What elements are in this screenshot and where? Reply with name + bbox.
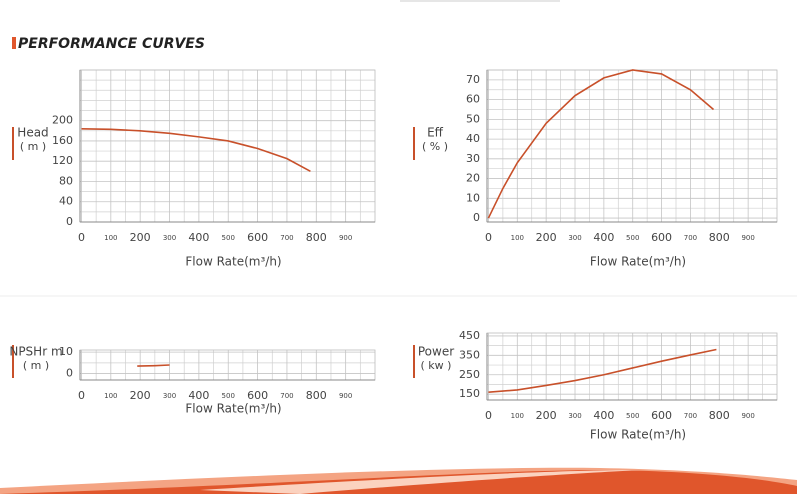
x-tick-label: 900 <box>339 234 352 242</box>
x-tick-label: 200 <box>130 389 151 402</box>
x-tick-label: 800 <box>709 231 730 244</box>
label-marker <box>413 345 415 378</box>
y-tick-label: 160 <box>52 134 73 147</box>
y-axis-label: Power <box>418 345 454 359</box>
x-tick-label: 600 <box>247 389 268 402</box>
x-tick-label: 100 <box>104 392 117 400</box>
x-tick-label: 300 <box>568 234 581 242</box>
y-tick-label: 50 <box>466 112 480 125</box>
x-tick-label: 400 <box>593 231 614 244</box>
section-title: PERFORMANCE CURVES <box>18 36 205 52</box>
x-tick-label: 200 <box>130 231 151 244</box>
x-tick-label: 500 <box>626 412 639 420</box>
x-tick-label: 500 <box>222 234 235 242</box>
y-tick-label: 10 <box>59 345 73 358</box>
x-axis-label: Flow Rate(m³/h) <box>590 255 686 269</box>
x-tick-label: 800 <box>306 231 327 244</box>
y-axis-label: ( % ) <box>422 140 448 153</box>
y-tick-label: 70 <box>466 73 480 86</box>
x-tick-label: 300 <box>568 412 581 420</box>
y-tick-label: 350 <box>459 348 480 361</box>
label-marker <box>12 127 14 160</box>
curve <box>137 364 170 367</box>
y-tick-label: 20 <box>466 172 480 185</box>
curve <box>488 348 717 394</box>
x-tick-label: 700 <box>280 234 293 242</box>
x-tick-label: 900 <box>339 392 352 400</box>
x-tick-label: 500 <box>222 392 235 400</box>
x-tick-label: 700 <box>684 412 697 420</box>
x-axis-label: Flow Rate(m³/h) <box>590 428 686 442</box>
y-axis-label: Head <box>17 126 48 140</box>
x-tick-label: 500 <box>626 234 639 242</box>
y-axis-label: ( m ) <box>23 359 49 372</box>
y-tick-label: 200 <box>52 114 73 127</box>
x-tick-label: 0 <box>485 409 492 422</box>
title-marker <box>12 37 16 49</box>
x-tick-label: 900 <box>741 412 754 420</box>
curve <box>487 69 715 219</box>
curve <box>81 127 311 173</box>
y-tick-label: 120 <box>52 154 73 167</box>
y-axis-label: ( kw ) <box>421 359 452 372</box>
x-axis-label: Flow Rate(m³/h) <box>185 255 281 269</box>
x-tick-label: 700 <box>280 392 293 400</box>
x-tick-label: 400 <box>188 231 209 244</box>
x-tick-label: 900 <box>741 234 754 242</box>
x-tick-label: 0 <box>485 231 492 244</box>
x-tick-label: 100 <box>511 412 524 420</box>
y-tick-label: 40 <box>466 132 480 145</box>
x-tick-label: 600 <box>651 409 672 422</box>
x-tick-label: 400 <box>593 409 614 422</box>
y-tick-label: 0 <box>473 211 480 224</box>
top-strip <box>400 0 560 2</box>
x-tick-label: 0 <box>78 231 85 244</box>
x-tick-label: 200 <box>536 409 557 422</box>
label-marker <box>12 345 14 378</box>
y-tick-label: 250 <box>459 368 480 381</box>
y-tick-label: 450 <box>459 329 480 342</box>
x-tick-label: 600 <box>247 231 268 244</box>
y-tick-label: 10 <box>466 191 480 204</box>
x-tick-label: 800 <box>709 409 730 422</box>
y-axis-label: NPSHr m <box>9 345 62 359</box>
label-marker <box>413 127 415 160</box>
x-tick-label: 600 <box>651 231 672 244</box>
x-tick-label: 0 <box>78 389 85 402</box>
y-tick-label: 150 <box>459 387 480 400</box>
x-tick-label: 400 <box>188 389 209 402</box>
x-tick-label: 300 <box>163 392 176 400</box>
y-tick-label: 80 <box>59 174 73 187</box>
y-tick-label: 30 <box>466 152 480 165</box>
y-axis-label: Eff <box>427 126 444 140</box>
x-tick-label: 100 <box>511 234 524 242</box>
y-tick-label: 0 <box>66 367 73 380</box>
x-tick-label: 300 <box>163 234 176 242</box>
footer-highlight <box>200 470 640 494</box>
y-tick-label: 0 <box>66 215 73 228</box>
x-tick-label: 200 <box>536 231 557 244</box>
y-tick-label: 40 <box>59 195 73 208</box>
x-tick-label: 100 <box>104 234 117 242</box>
x-tick-label: 800 <box>306 389 327 402</box>
y-tick-label: 60 <box>466 93 480 106</box>
x-axis-label: Flow Rate(m³/h) <box>185 402 281 416</box>
y-axis-label: ( m ) <box>20 140 46 153</box>
x-tick-label: 700 <box>684 234 697 242</box>
